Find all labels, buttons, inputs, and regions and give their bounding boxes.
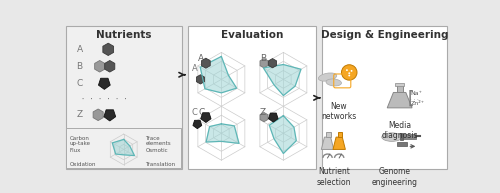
Polygon shape [103,43,114,56]
Polygon shape [202,58,210,68]
Text: C: C [198,108,204,117]
Text: A: A [76,45,82,54]
Text: Zn²⁺: Zn²⁺ [410,101,424,106]
Bar [400,133,402,140]
Polygon shape [93,109,103,121]
Polygon shape [112,139,134,156]
Text: Z: Z [260,108,266,117]
Text: Na⁺: Na⁺ [410,91,422,96]
FancyBboxPatch shape [188,26,316,169]
Circle shape [346,69,348,71]
Text: Nutrient
selection: Nutrient selection [316,167,351,187]
Polygon shape [104,60,115,72]
Polygon shape [193,120,202,129]
Ellipse shape [326,79,342,86]
Polygon shape [260,59,268,68]
Polygon shape [270,116,296,153]
Circle shape [348,75,350,76]
Text: Media
diagnosis: Media diagnosis [382,121,418,140]
Circle shape [348,72,350,74]
Polygon shape [206,124,239,143]
Text: C: C [192,108,198,117]
Polygon shape [98,78,110,89]
Text: · · · · · ·: · · · · · · [81,96,128,102]
Text: Evaluation: Evaluation [221,30,283,40]
Circle shape [350,70,352,72]
Text: Osmotic: Osmotic [146,148,168,153]
Text: [: [ [408,89,414,107]
FancyBboxPatch shape [322,26,447,169]
Bar [396,85,402,92]
Bar [402,134,416,139]
Polygon shape [322,137,334,149]
Text: Carbon
up-take: Carbon up-take [70,135,90,146]
Text: Z: Z [76,110,82,119]
Text: New
networks: New networks [321,102,356,121]
Text: Oxidation: Oxidation [70,162,96,167]
Ellipse shape [382,133,402,141]
Polygon shape [333,137,345,149]
Text: A: A [192,64,198,73]
Polygon shape [387,92,412,108]
Bar [338,132,342,137]
FancyBboxPatch shape [66,26,182,169]
Bar [395,83,404,85]
Polygon shape [200,57,236,93]
Ellipse shape [318,73,336,81]
Text: Trace
elements: Trace elements [146,135,171,146]
Text: Flux: Flux [70,148,81,153]
Text: Nutrients: Nutrients [96,30,152,40]
Text: B: B [76,62,82,71]
Text: Design & Engineering: Design & Engineering [321,30,448,40]
Text: B: B [260,54,266,63]
Polygon shape [268,59,276,68]
Text: Translation: Translation [146,162,176,167]
Bar [326,132,330,137]
Circle shape [342,65,357,80]
Polygon shape [200,113,211,123]
Polygon shape [104,110,116,121]
Polygon shape [196,75,204,84]
Bar [396,142,407,146]
FancyBboxPatch shape [66,128,181,168]
Text: · · ·: · · · [410,97,419,102]
Text: Genome
engineering: Genome engineering [371,167,417,187]
Polygon shape [94,60,104,72]
Polygon shape [264,64,301,96]
Polygon shape [260,113,268,122]
Polygon shape [268,113,278,122]
Text: C: C [76,79,82,88]
Text: A: A [198,54,204,63]
